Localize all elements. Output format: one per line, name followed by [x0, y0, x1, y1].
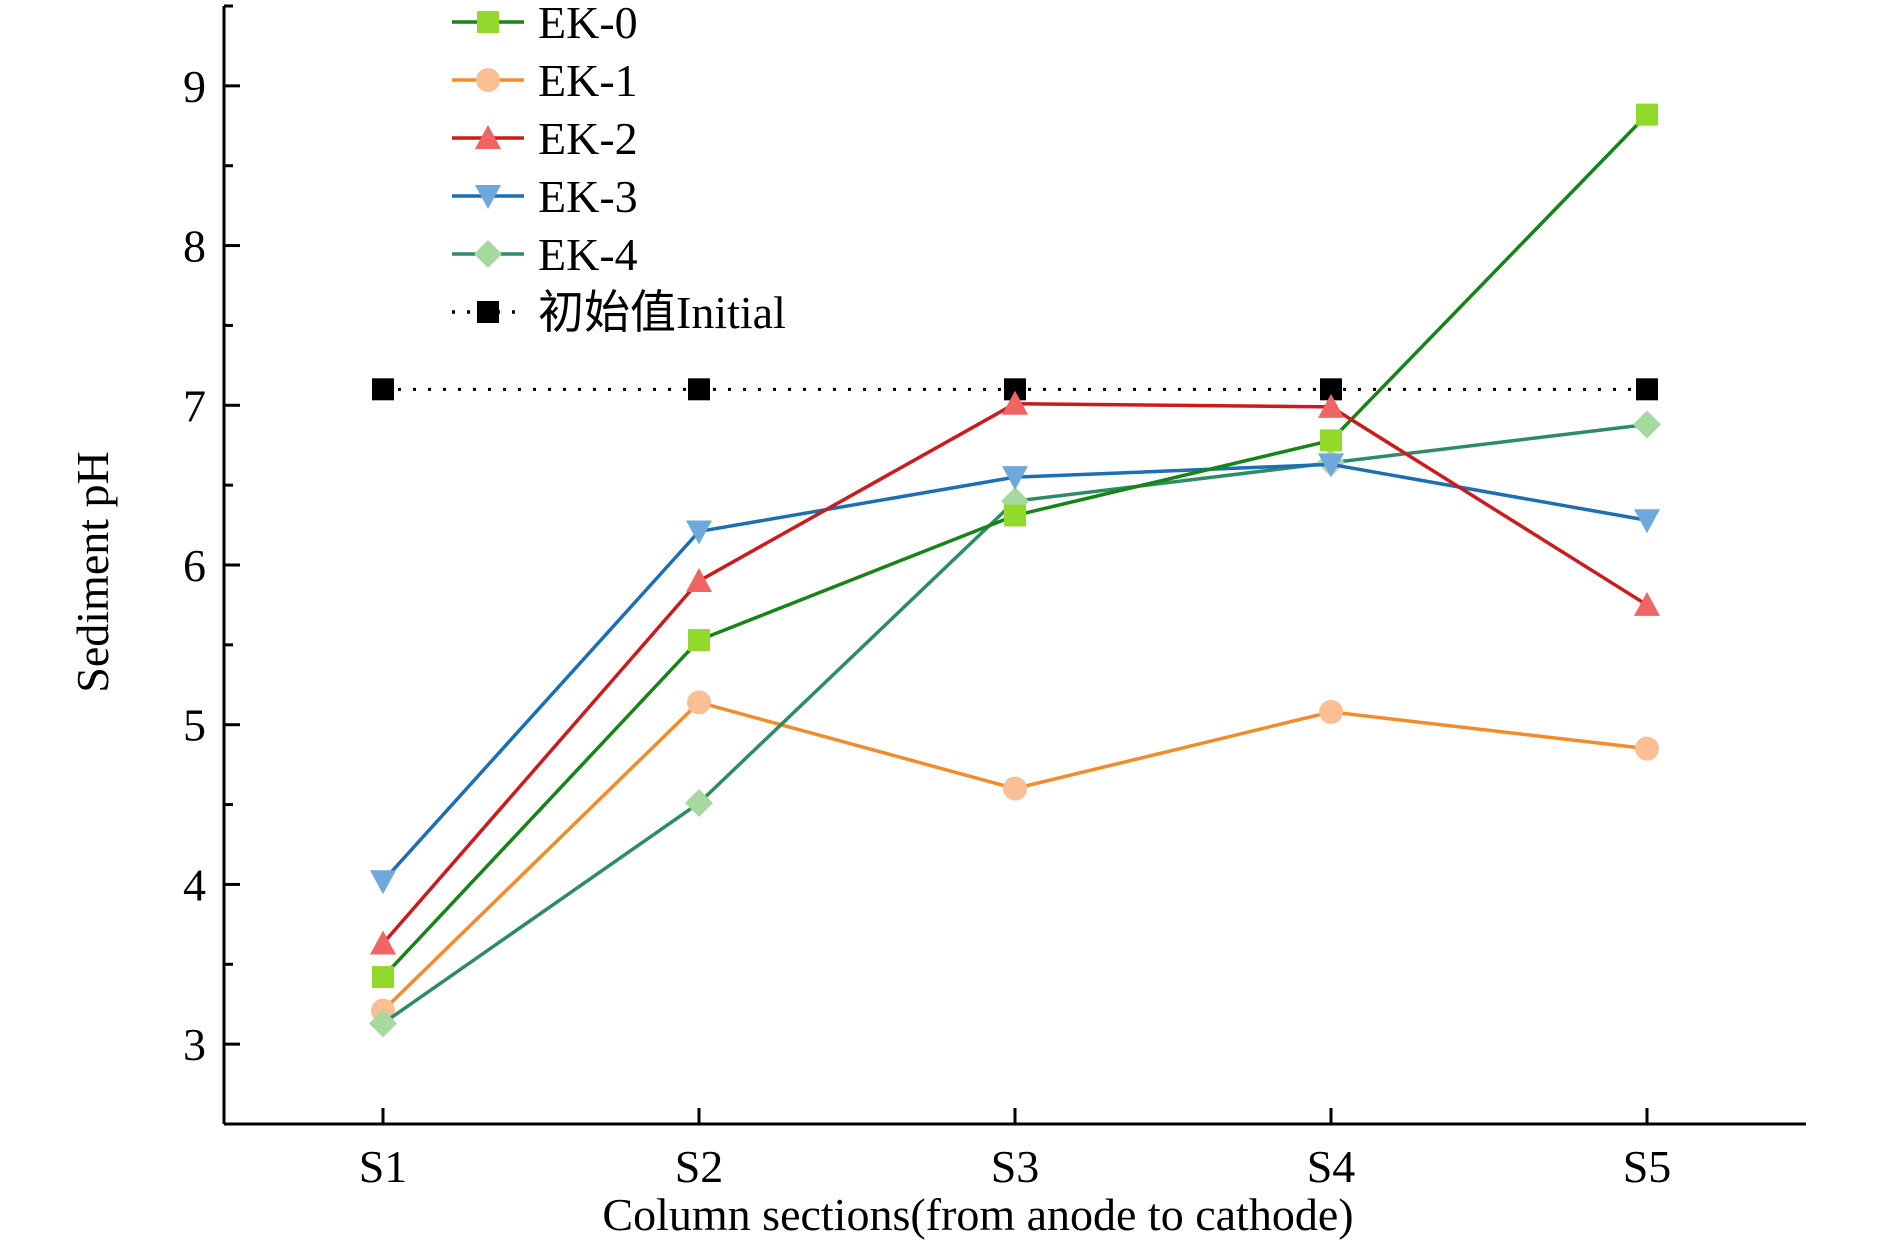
- data-point: [1635, 736, 1659, 761]
- y-tick-label: 6: [183, 540, 206, 591]
- legend-label: EK-0: [538, 0, 638, 48]
- series-line: [381, 462, 1648, 883]
- data-point: [370, 930, 396, 955]
- series-1: [371, 690, 1659, 1023]
- legend-swatch-marker: [477, 301, 499, 323]
- legend-swatch-marker: [475, 185, 501, 209]
- data-point: [1318, 453, 1344, 478]
- data-point: [372, 966, 394, 989]
- legend-label: EK-1: [538, 55, 638, 106]
- data-point: [685, 788, 713, 817]
- data-point: [1319, 699, 1343, 724]
- y-tick-label: 8: [183, 221, 206, 272]
- legend-label: EK-4: [538, 229, 638, 280]
- x-axis-title: Column sections(from anode to cathode): [602, 1189, 1353, 1240]
- series-0: [372, 103, 1658, 989]
- x-axis-ticks: S1 S2 S3 S4 S5: [359, 1108, 1672, 1192]
- data-point: [1636, 378, 1658, 401]
- legend-item: EK-2: [452, 113, 638, 164]
- x-tick-label: S3: [991, 1141, 1040, 1192]
- data-point: [1002, 466, 1028, 491]
- data-point: [369, 1009, 397, 1038]
- legend-swatch-marker: [475, 125, 501, 149]
- legend-label: EK-2: [538, 113, 638, 164]
- legend-swatch-marker: [476, 68, 500, 92]
- legend-item: 初始值Initial: [452, 287, 786, 338]
- legend-item: EK-3: [452, 171, 638, 222]
- data-point: [1634, 509, 1660, 534]
- legend: EK-0 EK-1 EK-2 EK-3 EK-4 初始值Initial: [452, 0, 786, 338]
- data-point: [688, 378, 710, 401]
- series-2: [370, 390, 1660, 955]
- data-point: [1004, 378, 1026, 401]
- legend-swatch-marker: [474, 240, 502, 268]
- data-point: [1636, 103, 1658, 126]
- data-point: [1004, 504, 1026, 527]
- data-point: [1318, 393, 1344, 418]
- data-point: [372, 378, 394, 401]
- legend-item: EK-1: [452, 55, 638, 106]
- series-line: [381, 700, 1648, 1012]
- x-tick-label: S5: [1623, 1141, 1672, 1192]
- y-tick-label: 3: [183, 1019, 206, 1070]
- y-tick-label: 5: [183, 700, 206, 751]
- data-point: [687, 690, 711, 715]
- data-point: [686, 567, 712, 592]
- data-point: [1320, 378, 1342, 401]
- series-group: [369, 103, 1661, 1038]
- y-tick-label: 7: [183, 380, 206, 431]
- x-tick-label: S2: [675, 1141, 724, 1192]
- series-5: [372, 378, 1658, 401]
- data-point: [1002, 390, 1028, 415]
- legend-swatch-marker: [477, 11, 499, 33]
- data-point: [1634, 591, 1660, 616]
- x-tick-label: S1: [359, 1141, 408, 1192]
- legend-item: EK-4: [452, 229, 638, 280]
- data-point: [1633, 410, 1661, 439]
- data-point: [688, 629, 710, 652]
- legend-label: 初始值Initial: [538, 287, 786, 338]
- legend-label: EK-3: [538, 171, 638, 222]
- data-point: [686, 520, 712, 545]
- y-tick-label: 4: [183, 859, 206, 910]
- legend-item: EK-0: [452, 0, 638, 48]
- series-3: [370, 453, 1660, 895]
- x-tick-label: S4: [1307, 1141, 1356, 1192]
- y-axis-title: Sediment pH: [67, 451, 118, 692]
- data-point: [370, 870, 396, 895]
- y-tick-label: 9: [183, 61, 206, 112]
- axes: [222, 6, 1806, 1126]
- y-axis-ticks: 3 4 5 6 7 8 9: [183, 4, 240, 1126]
- data-point: [1003, 776, 1027, 801]
- data-point: [1320, 429, 1342, 452]
